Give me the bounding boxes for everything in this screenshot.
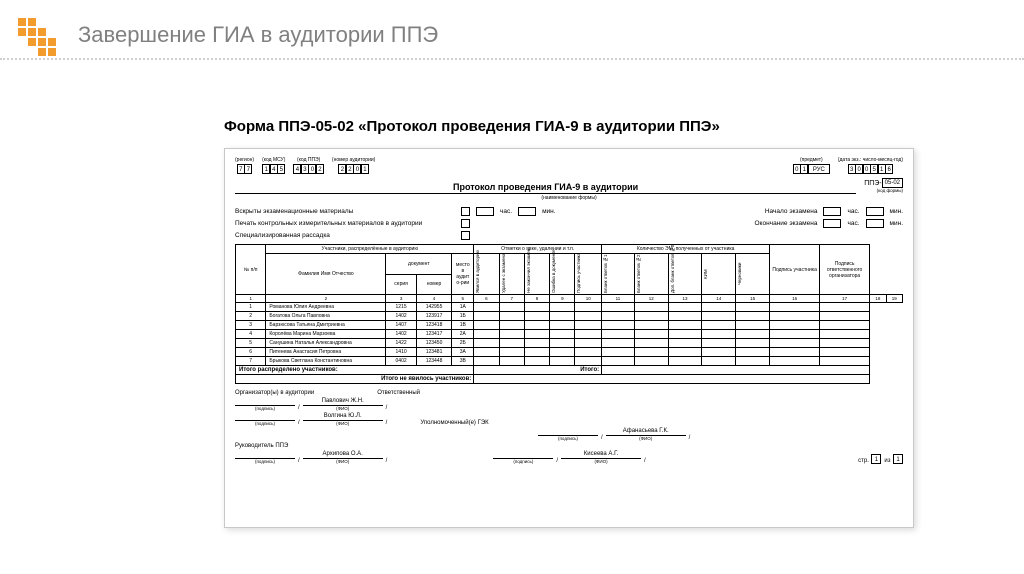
time-hour xyxy=(476,207,494,216)
region-label: (регион) xyxy=(235,157,254,163)
exam-start-label: Начало экзамена xyxy=(765,208,818,215)
org2: Волгина Ю.Л. xyxy=(303,413,383,421)
table-row: 7Брыкова Светлана Константиновна04021234… xyxy=(236,357,903,366)
org-label: Организатор(ы) в аудитории xyxy=(235,390,314,396)
info-spec: Специализированная рассадка xyxy=(235,231,903,240)
total-1: Итого распределено участников: xyxy=(236,366,474,375)
table-row: 6Питенева Анастасия Петровна14101234813А xyxy=(236,348,903,357)
msu-cells: 1 4 5 xyxy=(262,164,285,174)
title-divider xyxy=(0,58,1024,60)
col-np: № п/п xyxy=(236,245,266,295)
head2: Кисеева А.Г. xyxy=(561,451,641,459)
form-caption: Форма ППЭ-05-02 «Протокол проведения ГИА… xyxy=(224,118,720,135)
form-code-prefix: ППЭ- xyxy=(864,180,881,187)
subj-cells: 0 1 РУС xyxy=(793,164,830,174)
msu-label: (код МСУ) xyxy=(262,157,285,163)
exam-end-label: Окончание экзамена xyxy=(755,220,818,227)
col-em: Количество ЭМ, полученных от участника xyxy=(602,245,770,254)
col-seria: серия xyxy=(386,274,416,295)
info-printed: Печать контрольных измерительных материа… xyxy=(235,219,903,228)
table-row: 4Королёва Марина Марзоева14021234172А xyxy=(236,330,903,339)
table-row: 1Романова Юлия Андреевна12151429551А xyxy=(236,303,903,312)
page-title: Завершение ГИА в аудитории ППЭ xyxy=(78,22,438,48)
col-doc: документ xyxy=(386,254,452,275)
total-3: Итого не явилось участников: xyxy=(236,375,474,384)
form-code-sub: (код формы) xyxy=(864,188,903,193)
ppe-label: (код ППЭ) xyxy=(297,157,320,163)
info-opened: Вскрыты экзаменационные материалы час. м… xyxy=(235,207,903,216)
gek1: Афанасьева Г.К. xyxy=(606,428,686,436)
protocol-title: Протокол проведения ГИА-9 в аудитории xyxy=(235,182,856,194)
head-label: Руководитель ППЭ xyxy=(235,443,288,449)
head1: Архипова О.А. xyxy=(303,451,383,459)
col-place: место в аудит о-рии xyxy=(452,254,474,295)
signatures: Организатор(ы) в аудитории Ответственный… xyxy=(235,390,903,464)
table-row: 2Богатова Ольга Павловна14021239171Б xyxy=(236,312,903,321)
org1: Павлович Ж.Н. xyxy=(303,398,383,406)
col-orgsig: Подпись ответственного организатора xyxy=(820,245,870,295)
participants-table: № п/п Участники, распределённые в аудито… xyxy=(235,244,903,384)
form-code: 05-02 xyxy=(882,178,903,188)
gek-label: Уполномоченный(е) ГЭК xyxy=(420,420,488,426)
col-marks: Отметки о явке, удалении и т.п. xyxy=(474,245,602,254)
document-form: (регион) 7 7 (код МСУ) 1 4 5 (код ППЭ) 4… xyxy=(224,148,914,528)
col-nomer: номер xyxy=(416,274,452,295)
ppe-cells: 4 3 0 2 xyxy=(293,164,324,174)
col-sig: Подпись участника xyxy=(770,245,820,295)
aud-cells: 2 2 0 1 xyxy=(338,164,369,174)
col-fio: Фамилия Имя Отчество xyxy=(266,254,386,295)
logo-icon xyxy=(18,18,58,58)
date-cells: 3 0 0 5 1 6 xyxy=(848,164,894,174)
subj-label: (предмет) xyxy=(800,157,823,163)
table-row: 5Санушина Наталья Александровна142212345… xyxy=(236,339,903,348)
aud-label: (номер аудитории) xyxy=(332,157,375,163)
checkbox xyxy=(461,207,470,216)
region-cells: 7 7 xyxy=(237,164,253,174)
resp-label: Ответственный xyxy=(377,390,420,396)
date-label: (дата экз.: число-месяц-год) xyxy=(838,157,903,163)
col-participants: Участники, распределённые в аудиторию xyxy=(266,245,474,254)
table-row: 3Барзюсова Татьяна Дмитриевна14071234181… xyxy=(236,321,903,330)
protocol-subtitle: (наименование формы) xyxy=(235,195,903,201)
header-row: (регион) 7 7 (код МСУ) 1 4 5 (код ППЭ) 4… xyxy=(235,157,903,174)
time-min xyxy=(518,207,536,216)
total-2: Итого: xyxy=(474,366,602,375)
